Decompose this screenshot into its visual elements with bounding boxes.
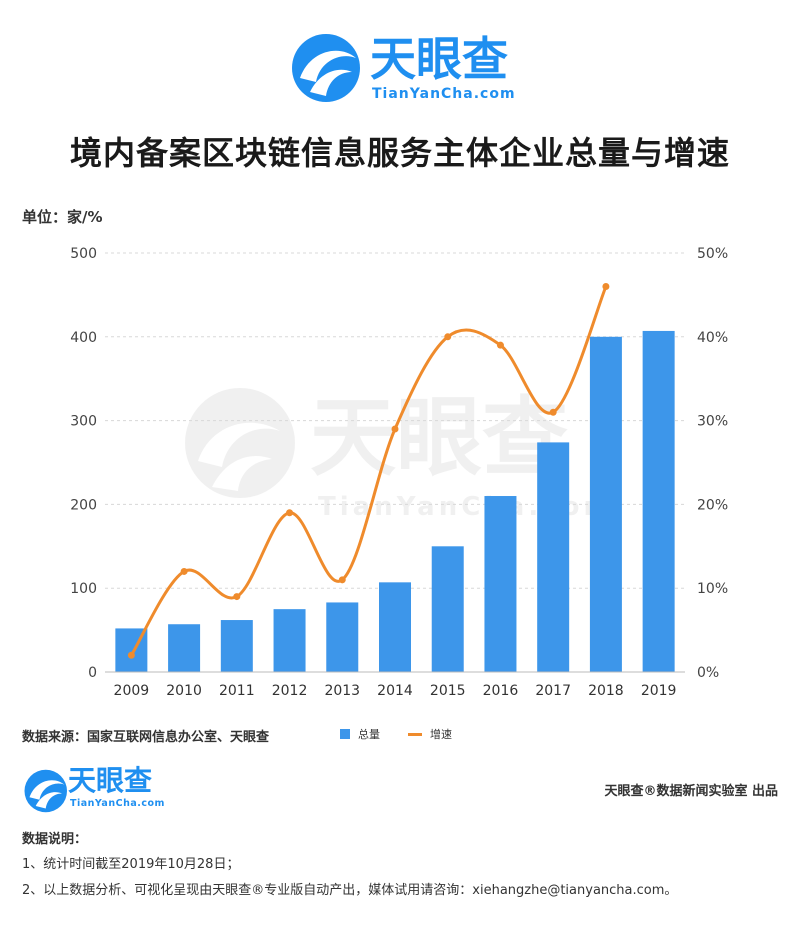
x-tick-label: 2010	[166, 683, 202, 699]
y-left-tick-label: 500	[70, 246, 97, 262]
bar	[642, 330, 675, 672]
growth-point	[338, 576, 346, 584]
axes: 0 100 200 300 400 500 0% 10% 20% 30% 40% 50% 2009 201…	[70, 246, 728, 699]
chart: 天眼查 TianYanCha.com 0 100 200 300 400 500 0% 10%…	[70, 246, 728, 699]
x-tick-label: 2016	[483, 683, 519, 699]
top-brand-en: TianYanCha.com	[372, 86, 516, 102]
legend-bar-swatch	[340, 729, 350, 739]
growth-point	[127, 651, 135, 659]
y-left-tick-label: 300	[70, 414, 97, 430]
bar	[379, 582, 411, 672]
notes-title: 数据说明：	[22, 832, 88, 847]
legend-line-label: 增速	[430, 728, 452, 741]
note-line: 2、以上数据分析、可视化呈现由天眼查®专业版自动产出，媒体试用请咨询：xieha…	[22, 883, 678, 898]
legend-bar-label: 总量	[358, 728, 380, 741]
page-title: 境内备案区块链信息服务主体企业总量与增速	[69, 134, 730, 172]
growth-point	[391, 425, 399, 433]
x-tick-label: 2017	[535, 683, 571, 699]
x-tick-label: 2014	[377, 683, 413, 699]
bar	[537, 442, 570, 672]
y-right-tick-label: 10%	[697, 581, 728, 597]
y-left-tick-label: 100	[70, 581, 97, 597]
growth-line	[127, 283, 610, 659]
bottom-logo: 天眼查 TianYanCha.com	[22, 764, 182, 816]
legend-item-bar: 总量	[340, 726, 380, 742]
bottom-logo-icon	[24, 769, 67, 813]
bar	[431, 546, 464, 672]
y-left-tick-label: 400	[70, 330, 97, 346]
unit-label: 单位：家/%	[22, 208, 103, 226]
bar	[326, 602, 359, 672]
x-tick-label: 2015	[430, 683, 466, 699]
top-logo: 天眼查 TianYanCha.com	[290, 30, 530, 110]
x-tick-label: 2009	[114, 683, 150, 699]
note-line: 1、统计时间截至2019年10月28日；	[22, 857, 240, 872]
y-left-tick-label: 0	[88, 665, 97, 681]
bar	[589, 336, 622, 672]
bar	[168, 624, 201, 672]
bar	[273, 609, 306, 672]
bar	[484, 496, 517, 672]
x-tick-label: 2018	[588, 683, 624, 699]
credit-text: 天眼查®数据新闻实验室 出品	[604, 784, 778, 799]
x-tick-label: 2011	[219, 683, 255, 699]
bars	[115, 330, 675, 672]
watermark-brand-cn: 天眼查	[310, 388, 568, 488]
y-left-tick-label: 200	[70, 497, 97, 513]
watermark-brand-en: TianYanCha.com	[318, 492, 615, 522]
top-brand-cn: 天眼查	[370, 32, 508, 86]
growth-point	[444, 333, 452, 341]
x-tick-label: 2019	[641, 683, 677, 699]
y-right-tick-label: 40%	[697, 330, 728, 346]
x-tick-label: 2012	[272, 683, 308, 699]
y-right-tick-label: 0%	[697, 665, 719, 681]
y-right-tick-label: 50%	[697, 246, 728, 262]
legend-line-swatch	[408, 732, 422, 736]
y-right-tick-label: 30%	[697, 414, 728, 430]
growth-point	[180, 567, 188, 575]
legend-item-line: 增速	[408, 726, 452, 742]
source-text: 数据来源：国家互联网信息办公室、天眼查	[22, 730, 270, 745]
growth-line-path	[130, 285, 608, 657]
bottom-brand-cn: 天眼查	[68, 764, 153, 797]
growth-point	[233, 593, 241, 601]
growth-point	[602, 283, 610, 291]
brand-logo-icon	[292, 34, 360, 102]
growth-point	[549, 408, 557, 416]
bar	[220, 620, 253, 672]
x-tick-label: 2013	[324, 683, 360, 699]
growth-point	[496, 341, 504, 349]
y-right-tick-label: 20%	[697, 497, 728, 513]
growth-point	[286, 509, 294, 517]
bottom-brand-en: TianYanCha.com	[70, 798, 165, 809]
